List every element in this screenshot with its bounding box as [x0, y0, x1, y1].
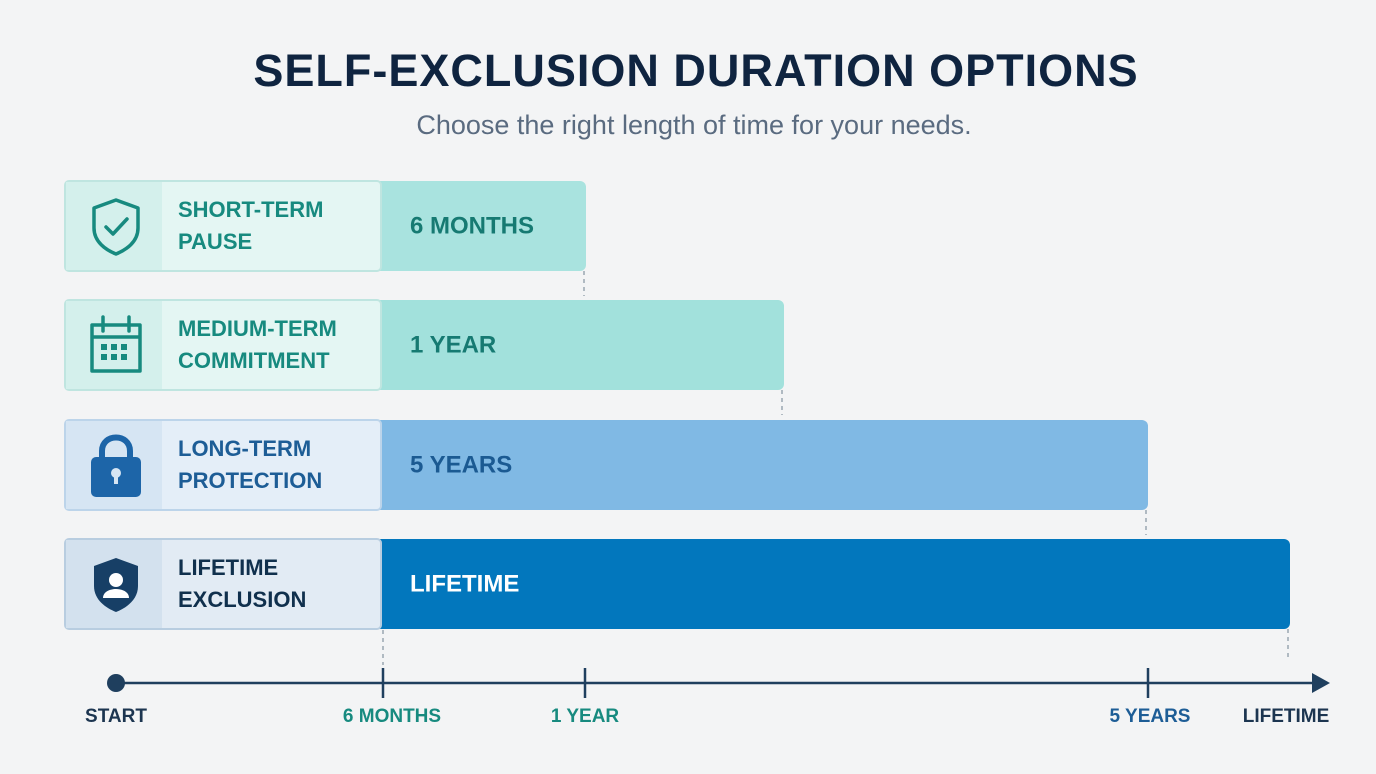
icon-dot — [121, 354, 127, 360]
icon-dot — [121, 344, 127, 350]
timeline-label: START — [85, 706, 147, 727]
bar — [372, 300, 784, 390]
option-label: LIFETIME — [178, 555, 278, 580]
option-label: PROTECTION — [178, 468, 322, 493]
timeline: START 6 MONTHS 1 YEAR 5 YEARS LIFETIME — [85, 668, 1330, 727]
bar — [372, 181, 586, 271]
option-label: LONG-TERM — [178, 436, 311, 461]
icon-dot — [111, 344, 117, 350]
icon-person — [109, 573, 123, 587]
icon-shape — [92, 198, 140, 256]
timeline-label: LIFETIME — [1243, 706, 1330, 727]
option-label: COMMITMENT — [178, 348, 330, 373]
subtitle: Choose the right length of time for your… — [416, 110, 971, 140]
option-label: EXCLUSION — [178, 587, 306, 612]
duration-label: LIFETIME — [410, 570, 519, 597]
icon-dot — [111, 354, 117, 360]
option-label: MEDIUM-TERM — [178, 316, 337, 341]
icon — [92, 198, 140, 256]
duration-label: 6 MONTHS — [410, 212, 534, 239]
duration-label: 1 YEAR — [410, 331, 496, 358]
icon — [90, 315, 142, 373]
title: SELF-EXCLUSION DURATION OPTIONS — [253, 45, 1138, 96]
timeline-label: 6 MONTHS — [343, 706, 441, 727]
icon — [91, 434, 141, 497]
icon-person — [103, 589, 129, 598]
bar — [372, 420, 1148, 510]
option-row: SHORT-TERM PAUSE 6 MONTHS — [64, 180, 586, 296]
bar — [372, 539, 1290, 629]
option-row: MEDIUM-TERM COMMITMENT 1 YEAR — [64, 299, 784, 415]
rows: SHORT-TERM PAUSE 6 MONTHS MEDIUM-TERM COMMIT… — [64, 180, 1290, 665]
duration-label: 5 YEARS — [410, 451, 512, 478]
icon — [94, 558, 138, 612]
icon-shape — [90, 315, 142, 373]
option-label: SHORT-TERM — [178, 197, 323, 222]
icon-keyhole — [114, 473, 118, 484]
icon-dot — [101, 354, 107, 360]
timeline-start-dot — [107, 674, 125, 692]
icon-cell — [66, 182, 162, 270]
timeline-label: 1 YEAR — [551, 706, 620, 727]
option-row: LIFETIME EXCLUSION LIFETIME — [64, 538, 1290, 659]
option-row: LONG-TERM PROTECTION 5 YEARS — [64, 419, 1148, 535]
icon-dot — [101, 344, 107, 350]
icon-shape — [99, 434, 133, 459]
option-label: PAUSE — [178, 229, 252, 254]
timeline-arrow — [1312, 673, 1330, 693]
timeline-label: 5 YEARS — [1110, 706, 1191, 727]
